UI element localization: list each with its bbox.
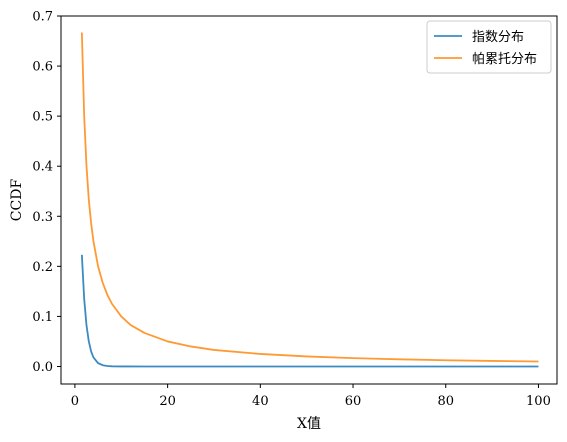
- x-tick-label: 60: [345, 394, 362, 409]
- x-axis-ticks: 0 20 40 60 80 100: [71, 384, 551, 409]
- legend-label: 帕累托分布: [472, 52, 537, 67]
- y-tick-label: 0.6: [32, 60, 53, 75]
- x-tick-label: 20: [159, 394, 176, 409]
- series-line-0: [80, 254, 539, 368]
- y-tick-label: 0.4: [32, 160, 53, 175]
- y-tick-label: 0.1: [32, 310, 53, 325]
- x-tick-label: 0: [71, 394, 79, 409]
- series-line-1: [80, 32, 539, 363]
- x-tick-label: 80: [437, 394, 454, 409]
- y-tick-label: 0.0: [32, 360, 53, 375]
- y-tick-label: 0.2: [32, 260, 53, 275]
- y-axis-ticks: 0.0 0.1 0.2 0.3 0.4 0.5 0.6 0.7: [32, 10, 61, 375]
- y-axis-label: CCDF: [9, 179, 25, 222]
- y-tick-label: 0.7: [32, 10, 53, 25]
- x-axis-label: X值: [297, 416, 321, 432]
- series-lines: [80, 32, 539, 368]
- x-tick-label: 40: [252, 394, 269, 409]
- y-tick-label: 0.5: [32, 110, 53, 125]
- legend-label: 指数分布: [472, 30, 524, 45]
- plot-area: [60, 15, 558, 385]
- y-tick-label: 0.3: [32, 210, 53, 225]
- legend-box: [426, 20, 552, 74]
- x-tick-label: 100: [526, 394, 551, 409]
